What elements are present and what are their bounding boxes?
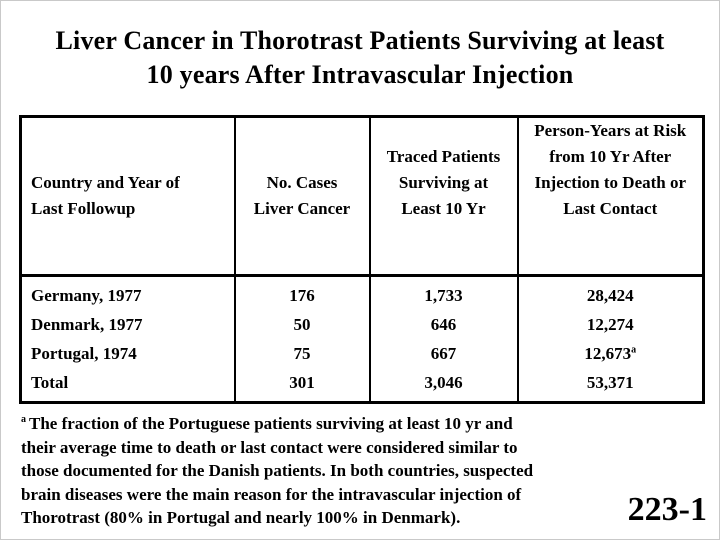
page-number: 223-1 [627,491,707,528]
table-cell-country: Denmark, 1977 [31,315,143,334]
table-cell-country: Total [31,373,69,392]
header-no-cases: No. Cases Liver Cancer [233,116,370,277]
table-cell-country: Germany, 1977 [31,286,142,305]
table-row-denmark: Denmark, 1977 50 646 12,274 [21,310,704,339]
footnote-marker: a [21,414,26,426]
table-cell-traced: 667 [368,339,518,368]
slide-title: Liver Cancer in Thorotrast Patients Surv… [55,26,665,89]
footnote-marker-sup: a [631,344,637,356]
table-header-row: Country and Year of Last Followup No. Ca… [20,116,704,277]
table-row-total: Total 301 3,046 53,371 [21,368,704,403]
table-cell-cases: 176 [233,275,370,310]
table-row-portugal: Portugal, 1974 75 667 12,673a [21,339,704,368]
table-row-germany: Germany, 1977 176 1,733 28,424 [21,275,704,310]
table-cell-cases: 50 [233,310,370,339]
person-years-value: 12,673 [584,344,632,363]
footnote: a The fraction of the Portuguese patients… [21,412,621,530]
header-person-years: Person-Years at Risk from 10 Yr After In… [516,116,704,277]
table-cell-person-years: 12,673a [516,339,704,368]
table-cell-person-years: 28,424 [516,275,704,310]
footnote-text: The fraction of the Portuguese patients … [21,414,534,527]
table-cell-country: Portugal, 1974 [31,344,137,363]
data-table: Country and Year of Last Followup No. Ca… [19,115,705,404]
table-cell-cases: 301 [233,368,370,403]
table-cell-person-years: 12,274 [516,310,704,339]
header-traced-patients: Traced Patients Surviving at Least 10 Yr [368,116,518,277]
table-cell-person-years: 53,371 [516,368,704,403]
header-country-year: Country and Year of Last Followup [20,116,235,277]
table-cell-traced: 1,733 [368,275,518,310]
table-cell-traced: 646 [368,310,518,339]
table-cell-traced: 3,046 [368,368,518,403]
table-cell-cases: 75 [233,339,370,368]
